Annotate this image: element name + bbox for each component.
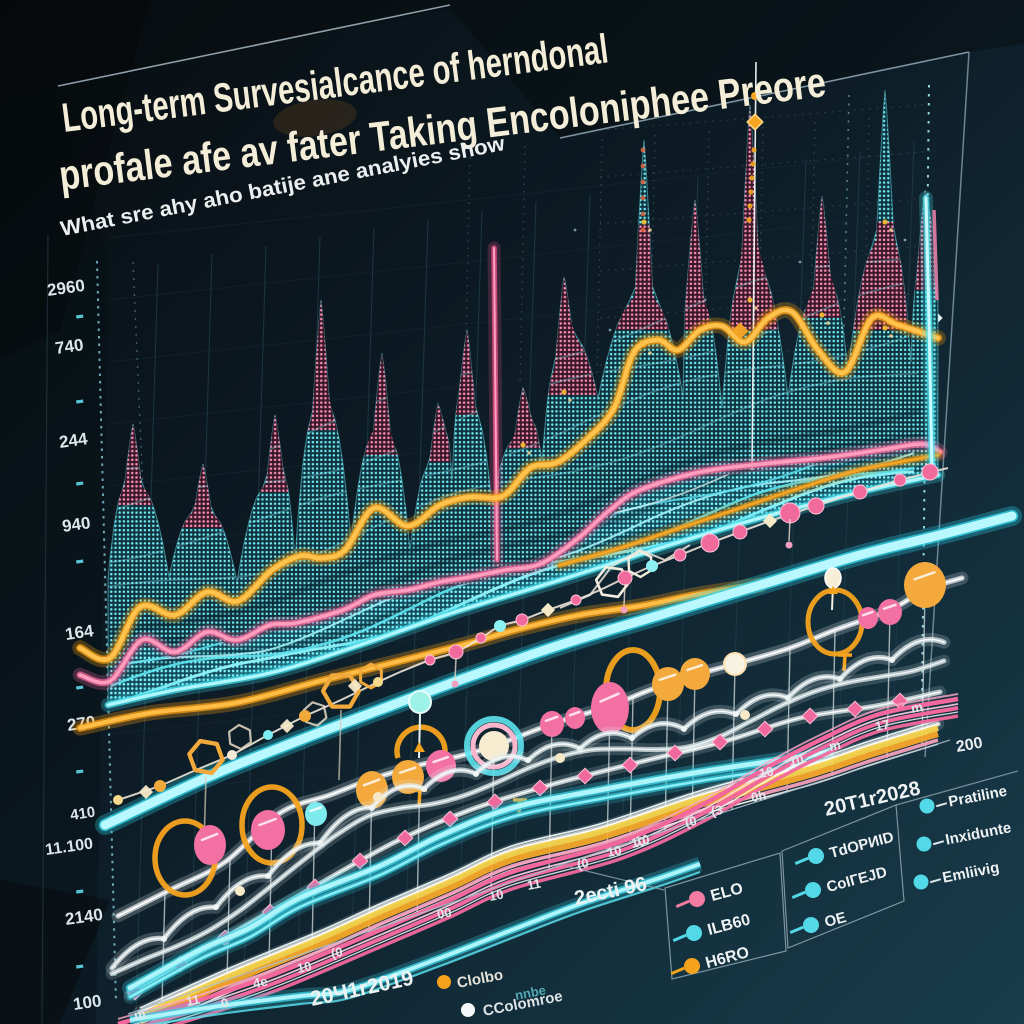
svg-text:10: 10 — [634, 831, 651, 848]
svg-text:11: 11 — [526, 876, 542, 893]
svg-text:740: 740 — [54, 335, 85, 358]
svg-text:10: 10 — [758, 763, 775, 780]
svg-text:10: 10 — [296, 958, 313, 975]
svg-text:(0: (0 — [576, 855, 590, 872]
svg-text:410: 410 — [69, 804, 96, 824]
svg-text:940: 940 — [61, 513, 92, 536]
svg-text:m: m — [133, 1006, 147, 1023]
svg-text:00: 00 — [436, 904, 453, 921]
svg-text:m: m — [828, 737, 842, 754]
svg-text:0h: 0h — [750, 787, 768, 805]
svg-text:11.100: 11.100 — [44, 835, 94, 859]
svg-text:10: 10 — [788, 751, 805, 768]
svg-text:100: 100 — [72, 991, 103, 1014]
svg-text:244: 244 — [58, 429, 89, 452]
svg-text:(3: (3 — [710, 802, 724, 819]
svg-text:10: 10 — [606, 842, 623, 859]
svg-text:m: m — [910, 699, 924, 716]
svg-text:11: 11 — [185, 992, 201, 1009]
svg-text:4e: 4e — [252, 973, 269, 990]
svg-text:17: 17 — [874, 716, 891, 733]
svg-text:OE: OE — [823, 909, 848, 931]
svg-text:10: 10 — [630, 833, 647, 850]
svg-text:(0: (0 — [684, 813, 698, 830]
svg-text:0: 0 — [220, 995, 230, 1011]
svg-text:(0: (0 — [330, 944, 344, 961]
svg-text:nnbe: nnbe — [514, 982, 547, 1003]
svg-text:200: 200 — [955, 735, 984, 756]
svg-text:10: 10 — [488, 886, 505, 903]
svg-text:164: 164 — [64, 621, 95, 644]
